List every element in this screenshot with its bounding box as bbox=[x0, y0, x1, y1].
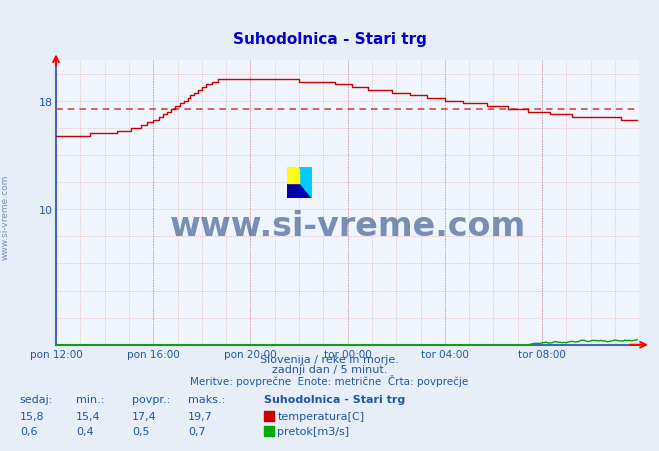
Text: Suhodolnica - Stari trg: Suhodolnica - Stari trg bbox=[233, 32, 426, 47]
Polygon shape bbox=[287, 168, 312, 198]
Text: sedaj:: sedaj: bbox=[20, 395, 53, 405]
Text: 0,5: 0,5 bbox=[132, 426, 150, 436]
Text: 17,4: 17,4 bbox=[132, 411, 157, 421]
Text: Meritve: povprečne  Enote: metrične  Črta: povprečje: Meritve: povprečne Enote: metrične Črta:… bbox=[190, 374, 469, 386]
Text: 15,4: 15,4 bbox=[76, 411, 100, 421]
Text: 0,7: 0,7 bbox=[188, 426, 206, 436]
Text: min.:: min.: bbox=[76, 395, 104, 405]
Bar bbox=[287, 183, 299, 198]
Text: Slovenija / reke in morje.: Slovenija / reke in morje. bbox=[260, 354, 399, 364]
Text: temperatura[C]: temperatura[C] bbox=[277, 411, 364, 421]
Text: 19,7: 19,7 bbox=[188, 411, 213, 421]
Text: pretok[m3/s]: pretok[m3/s] bbox=[277, 426, 349, 436]
Bar bbox=[287, 168, 299, 183]
Text: maks.:: maks.: bbox=[188, 395, 225, 405]
Bar bbox=[299, 183, 312, 198]
Text: www.si-vreme.com: www.si-vreme.com bbox=[1, 174, 10, 259]
Bar bbox=[287, 168, 299, 183]
Bar bbox=[299, 168, 312, 183]
Text: Suhodolnica - Stari trg: Suhodolnica - Stari trg bbox=[264, 395, 405, 405]
Polygon shape bbox=[287, 168, 312, 198]
Text: 0,4: 0,4 bbox=[76, 426, 94, 436]
Text: www.si-vreme.com: www.si-vreme.com bbox=[169, 209, 526, 242]
Text: 15,8: 15,8 bbox=[20, 411, 44, 421]
Text: 0,6: 0,6 bbox=[20, 426, 38, 436]
Text: povpr.:: povpr.: bbox=[132, 395, 170, 405]
Polygon shape bbox=[299, 168, 312, 183]
Text: zadnji dan / 5 minut.: zadnji dan / 5 minut. bbox=[272, 364, 387, 374]
Polygon shape bbox=[287, 168, 312, 198]
